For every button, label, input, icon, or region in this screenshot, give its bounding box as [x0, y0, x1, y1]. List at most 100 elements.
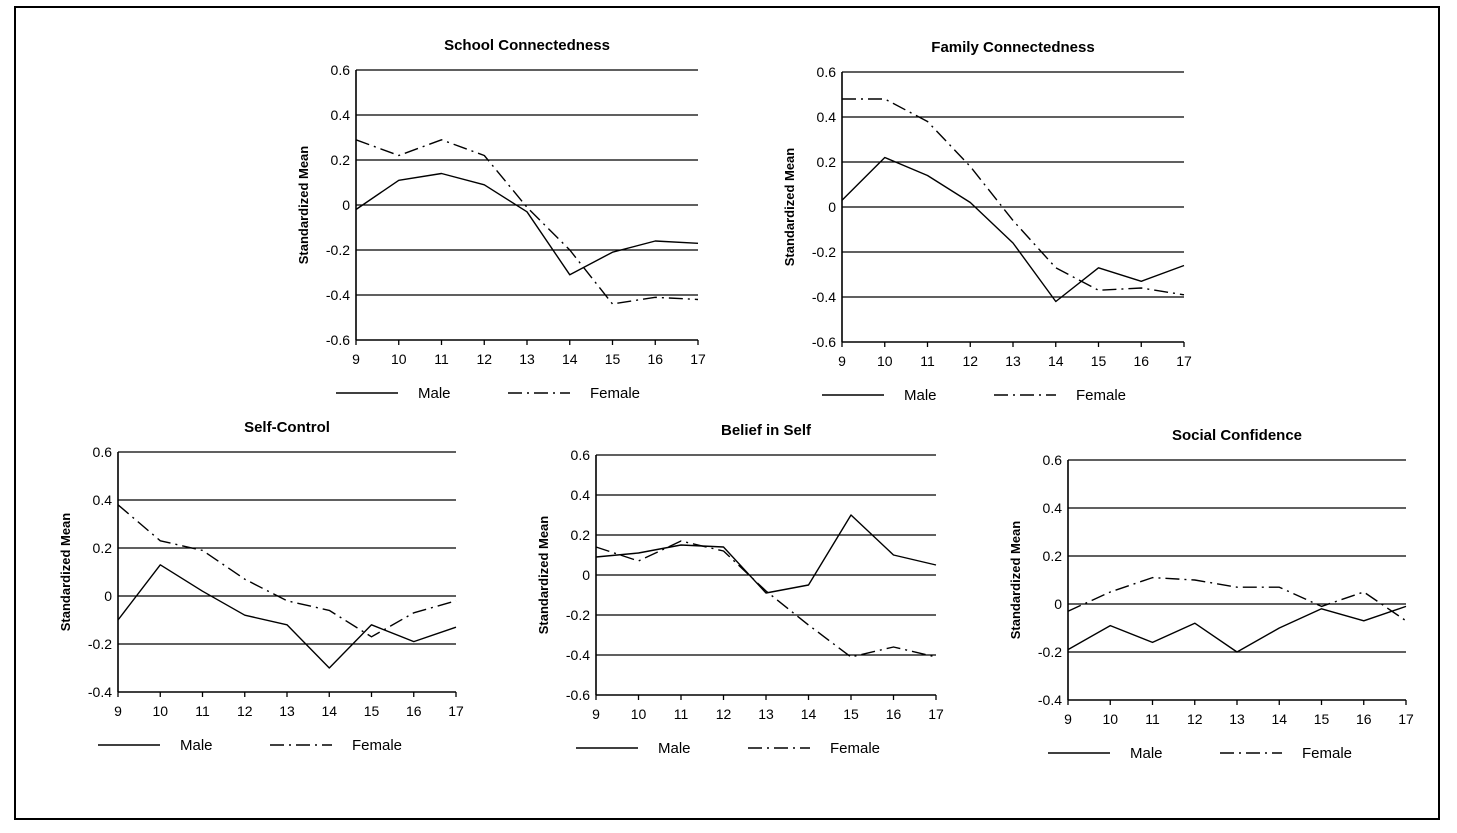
legend-label-female: Female — [830, 740, 880, 757]
x-tick-label: 12 — [237, 703, 253, 719]
x-tick-label: 17 — [690, 351, 706, 367]
x-tick-label: 14 — [1271, 711, 1287, 727]
series-line-female — [842, 98, 1185, 296]
y-tick-label: 0 — [1054, 596, 1062, 612]
x-tick-label: 12 — [476, 351, 492, 367]
x-tick-label: 11 — [434, 351, 449, 367]
y-tick-label: 0.2 — [571, 527, 591, 543]
chart-title: Self-Control — [244, 419, 330, 436]
x-tick-label: 14 — [801, 706, 817, 722]
y-tick-label: -0.2 — [1038, 644, 1062, 660]
x-tick-label: 10 — [877, 353, 893, 369]
y-tick-label: 0.2 — [1043, 548, 1063, 564]
y-tick-label: 0 — [828, 199, 836, 215]
x-tick-label: 15 — [605, 351, 621, 367]
y-tick-label: -0.6 — [812, 334, 836, 350]
series-line-male — [1067, 605, 1407, 653]
series-line-female — [117, 504, 457, 638]
chart-self-control: Self-Control -0.4 -0.2 0 0.2 0.4 0.6 9 10 11 12 13 1… — [58, 419, 464, 754]
x-tick-label: 14 — [562, 351, 578, 367]
y-tick-label: 0.4 — [571, 487, 591, 503]
x-tick-label: 15 — [1091, 353, 1107, 369]
x-tick-label: 13 — [279, 703, 295, 719]
y-tick-label: 0.6 — [817, 64, 837, 80]
x-tick-label: 16 — [1133, 353, 1149, 369]
y-axis-label: Standardized Mean — [1008, 521, 1023, 640]
x-tick-label: 9 — [838, 353, 846, 369]
y-axis-label: Standardized Mean — [58, 513, 73, 632]
series-line-male — [595, 514, 937, 594]
x-tick-label: 9 — [352, 351, 360, 367]
y-tick-label: -0.4 — [88, 684, 112, 700]
x-tick-label: 13 — [1005, 353, 1021, 369]
y-tick-label: -0.2 — [326, 242, 350, 258]
x-tick-label: 12 — [962, 353, 978, 369]
legend-label-male: Male — [658, 740, 691, 757]
series-line-male — [355, 172, 699, 276]
chart-belief-in-self: Belief in Self -0.6 -0.4 -0.2 0 0.2 0.4 0.6 9 10 1… — [536, 422, 944, 757]
x-tick-label: 14 — [321, 703, 337, 719]
series-line-male — [841, 156, 1185, 303]
y-tick-label: -0.4 — [812, 289, 836, 305]
x-tick-label: 17 — [448, 703, 464, 719]
x-tick-label: 11 — [920, 353, 935, 369]
legend-label-male: Male — [1130, 745, 1163, 762]
y-tick-label: 0 — [342, 197, 350, 213]
y-tick-label: 0 — [582, 567, 590, 583]
x-tick-label: 10 — [1102, 711, 1118, 727]
x-tick-label: 12 — [716, 706, 732, 722]
x-tick-label: 16 — [1356, 711, 1372, 727]
x-tick-label: 17 — [928, 706, 944, 722]
x-tick-label: 11 — [674, 706, 689, 722]
series-line-female — [1067, 576, 1407, 622]
x-tick-label: 10 — [631, 706, 647, 722]
x-tick-label: 16 — [647, 351, 663, 367]
y-tick-label: -0.6 — [566, 687, 590, 703]
x-tick-label: 11 — [195, 703, 210, 719]
y-tick-label: 0.4 — [93, 492, 113, 508]
x-tick-label: 16 — [886, 706, 902, 722]
y-tick-label: -0.4 — [326, 287, 350, 303]
y-tick-label: 0.6 — [571, 447, 591, 463]
y-tick-label: 0.6 — [331, 62, 351, 78]
x-tick-label: 14 — [1048, 353, 1064, 369]
legend-label-female: Female — [1302, 745, 1352, 762]
y-tick-label: -0.4 — [1038, 692, 1062, 708]
x-tick-label: 13 — [519, 351, 535, 367]
x-tick-label: 12 — [1187, 711, 1203, 727]
y-axis-label: Standardized Mean — [296, 146, 311, 265]
y-tick-label: -0.6 — [326, 332, 350, 348]
legend-label-male: Male — [418, 385, 451, 402]
series-line-female — [355, 139, 699, 305]
x-tick-label: 10 — [391, 351, 407, 367]
series-line-male — [117, 564, 457, 669]
chart-social-confidence: Social Confidence -0.4 -0.2 0 0.2 0.4 0.6 9 10 11… — [1008, 427, 1414, 762]
y-axis-label: Standardized Mean — [782, 148, 797, 267]
x-tick-label: 11 — [1145, 711, 1160, 727]
figure-frame — [14, 6, 1440, 820]
legend-label-male: Male — [904, 387, 937, 404]
legend-label-male: Male — [180, 737, 213, 754]
x-tick-label: 15 — [843, 706, 859, 722]
chart-title: School Connectedness — [444, 37, 610, 54]
y-tick-label: 0.2 — [817, 154, 837, 170]
x-tick-label: 13 — [1229, 711, 1245, 727]
y-tick-label: -0.4 — [566, 647, 590, 663]
x-tick-label: 17 — [1398, 711, 1414, 727]
y-tick-label: 0.4 — [1043, 500, 1063, 516]
x-tick-label: 13 — [758, 706, 774, 722]
y-tick-label: 0.4 — [331, 107, 351, 123]
x-tick-label: 15 — [364, 703, 380, 719]
chart-family-connectedness: Family Connectedness -0.6 -0.4 -0.2 0 0.2 0.4 0… — [782, 39, 1192, 404]
y-tick-label: 0.6 — [93, 444, 113, 460]
y-tick-label: 0.2 — [331, 152, 351, 168]
chart-title: Belief in Self — [721, 422, 812, 439]
series-line-female — [595, 540, 937, 658]
y-tick-label: -0.2 — [566, 607, 590, 623]
x-tick-label: 9 — [592, 706, 600, 722]
x-tick-label: 16 — [406, 703, 422, 719]
chart-school-connectedness: School Connectedness -0.6 -0.4 -0.2 0 0.2 0.4 0… — [296, 37, 706, 402]
legend-label-female: Female — [590, 385, 640, 402]
x-tick-label: 9 — [114, 703, 122, 719]
x-tick-label: 10 — [152, 703, 168, 719]
